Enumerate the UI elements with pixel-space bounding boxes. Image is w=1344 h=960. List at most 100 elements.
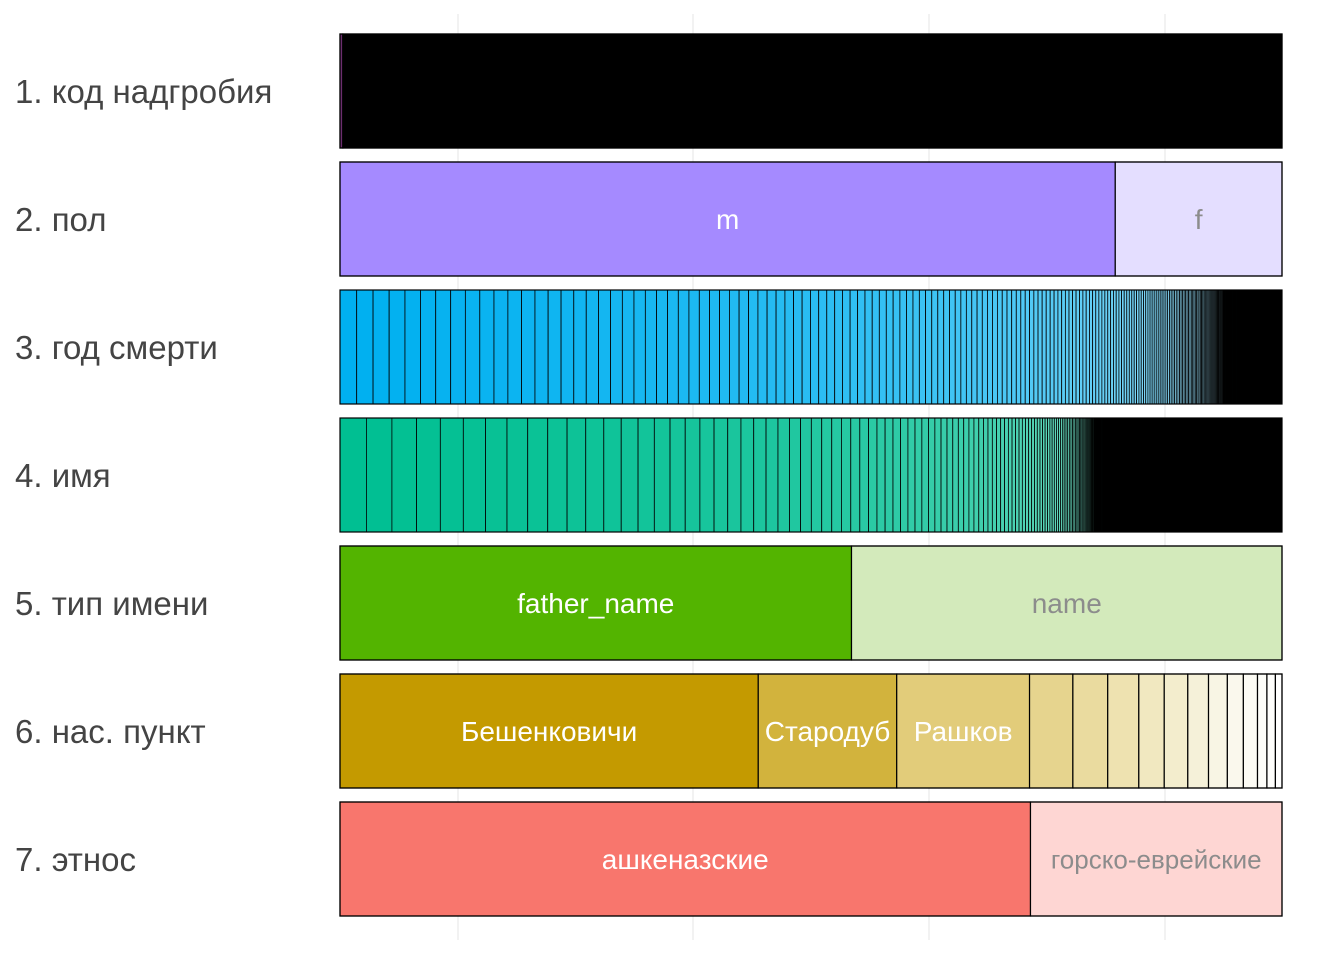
bar-segment — [656, 289, 668, 405]
bar-segment — [464, 289, 481, 405]
bar-segment — [963, 417, 970, 533]
bar-segment — [753, 417, 767, 533]
bar-segment — [968, 417, 975, 533]
bar-segment — [896, 673, 1031, 789]
bar-segment — [1004, 417, 1009, 533]
bar-segment — [620, 417, 639, 533]
bar-segment — [719, 289, 730, 405]
bar-segment — [435, 289, 452, 405]
bar-segment — [1207, 673, 1228, 789]
bar-segment — [479, 289, 495, 405]
bar-segment — [834, 289, 843, 405]
row-label: 5. тип имени — [15, 585, 208, 622]
bar-segment — [356, 289, 374, 405]
bar-segment — [876, 417, 886, 533]
bar-segment — [416, 417, 441, 533]
bar-segment — [1025, 417, 1030, 533]
bar-segment — [841, 417, 852, 533]
bar-segment — [1101, 289, 1106, 405]
bar-segment — [547, 289, 562, 405]
bar-segment — [339, 417, 367, 533]
bar-segment — [987, 289, 993, 405]
bar-segment — [507, 289, 522, 405]
bar-segment — [391, 417, 417, 533]
bar-segment — [899, 289, 907, 405]
bar-segment — [864, 289, 873, 405]
bar-segment — [810, 289, 820, 405]
bar-segment — [925, 289, 933, 405]
bar-segment — [585, 289, 599, 405]
chart-row: 4. имя — [15, 417, 1283, 533]
bar-segment — [366, 417, 393, 533]
bar-segment — [699, 417, 715, 533]
bar-segment — [698, 289, 710, 405]
bar-segment — [1072, 673, 1109, 789]
bar-segment — [800, 417, 812, 533]
bar-segment — [931, 289, 939, 405]
bar-segment — [991, 417, 997, 533]
bar-segment — [713, 417, 729, 533]
bar-segment — [826, 289, 836, 405]
bar-segment — [1082, 289, 1087, 405]
bar-segment — [1021, 417, 1026, 533]
segment-label: горско-еврейские — [1051, 844, 1262, 874]
bar-segment — [900, 417, 909, 533]
row-label: 1. код надгробия — [15, 73, 272, 110]
bar-segment — [462, 417, 486, 533]
bar-segment — [981, 289, 988, 405]
bar-segment — [637, 417, 655, 533]
bar-segment — [954, 289, 962, 405]
bar-segment — [1226, 673, 1244, 789]
bar-segment — [669, 417, 686, 533]
chart-row: 7. этнос ашкеназские горско-еврейские — [15, 801, 1283, 917]
bar-segment — [973, 417, 980, 533]
bar-segment — [1266, 673, 1277, 789]
bar-segment — [921, 417, 929, 533]
bar-segment — [934, 417, 942, 533]
bar-segment — [667, 289, 679, 405]
bar-segment — [957, 417, 965, 533]
bar-segment — [1049, 289, 1055, 405]
bar-segment — [857, 289, 866, 405]
row-label: 7. этнос — [15, 841, 136, 878]
bar-segment — [1029, 801, 1283, 917]
bar-segment — [1113, 289, 1117, 405]
bar-segment — [976, 289, 983, 405]
chart-row: 2. пол m f — [15, 161, 1283, 277]
bar-segment — [1015, 289, 1022, 405]
bar-segment — [644, 289, 657, 405]
bar-segment — [740, 417, 755, 533]
bar-segment — [784, 289, 794, 405]
bar-segment — [573, 289, 587, 405]
bar-outline — [339, 33, 1283, 149]
bar-segment — [527, 417, 549, 533]
bar-segment — [748, 289, 759, 405]
row-label: 2. пол — [15, 201, 106, 238]
bar-segment — [775, 289, 786, 405]
segment-label: name — [1032, 588, 1102, 619]
bar-segment — [810, 417, 823, 533]
bar-segment — [914, 417, 923, 533]
bar-segment — [1098, 289, 1103, 405]
bar-segment — [1020, 289, 1026, 405]
bar-segment — [1064, 289, 1070, 405]
bar-segment — [907, 417, 916, 533]
bar-segment — [1079, 289, 1084, 405]
bar-segment — [729, 289, 740, 405]
bar-segment — [971, 289, 978, 405]
segment-label: Стародуб — [765, 716, 891, 747]
bar-segment — [928, 417, 936, 533]
chart-row: 3. год смерти — [15, 289, 1283, 405]
row-label: 4. имя — [15, 457, 111, 494]
bar-outline — [339, 673, 1283, 789]
bar-segment — [1095, 289, 1100, 405]
bar-segment — [450, 289, 466, 405]
bar-segment — [688, 289, 700, 405]
bar-segment — [1107, 289, 1112, 405]
bar-segment — [1029, 289, 1035, 405]
bar-segment — [677, 289, 690, 405]
bar-segment — [566, 417, 587, 533]
bar-segment — [1274, 673, 1283, 789]
bar-segment — [1015, 417, 1020, 533]
